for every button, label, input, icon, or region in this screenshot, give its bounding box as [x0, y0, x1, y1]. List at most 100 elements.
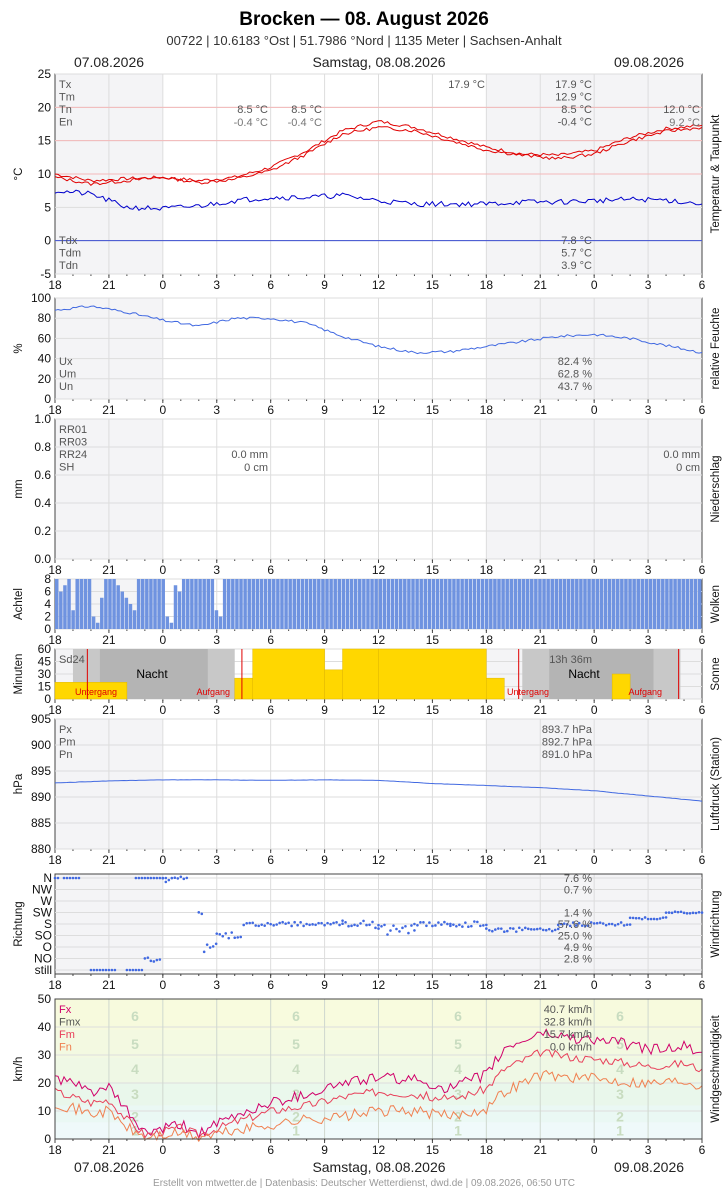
cloud-bar: [493, 579, 497, 629]
x-tick-label: 9: [321, 1143, 328, 1157]
cloud-bar: [345, 579, 350, 629]
panel-title: Niederschlag: [710, 455, 722, 522]
y-tick-label: 890: [31, 790, 51, 804]
cloud-bar: [100, 597, 104, 629]
cloud-bar: [284, 579, 288, 629]
cloud-bar: [530, 579, 534, 629]
y-axis-label: %: [13, 343, 25, 353]
cloud-bar: [190, 579, 194, 629]
x-tick-label: 21: [534, 403, 548, 417]
x-tick-label: 12: [372, 403, 386, 417]
direction-dot: [679, 910, 683, 914]
x-tick-label: 18: [480, 978, 494, 992]
stat-name: RR03: [59, 437, 87, 449]
direction-dot: [214, 942, 218, 946]
cloud-bar: [108, 579, 112, 629]
direction-dot: [697, 911, 701, 914]
direction-dot: [182, 877, 186, 881]
y-tick-label: 0: [44, 234, 51, 248]
stat-name: Px: [59, 724, 72, 736]
cloud-bar: [382, 579, 387, 629]
x-tick-label: 12: [372, 703, 386, 717]
x-tick-label: 0: [591, 853, 598, 867]
x-tick-label: 18: [480, 278, 494, 292]
stat-name: Fn: [59, 1042, 72, 1054]
cloud-bar: [276, 579, 280, 629]
direction-dot: [574, 924, 578, 927]
direction-dot: [137, 968, 141, 972]
stat-value: 0 cm: [244, 462, 268, 474]
direction-dot: [107, 968, 111, 972]
beaufort-label: 5: [131, 1036, 139, 1052]
cloud-bar: [112, 579, 116, 629]
wind-min-line: [54, 1069, 703, 1143]
direction-dot: [580, 924, 584, 927]
stat-name: Tn: [59, 104, 72, 116]
direction-dot: [556, 927, 560, 931]
sun-bar: [611, 673, 631, 700]
direction-dot: [622, 924, 626, 927]
cloud-bar: [87, 579, 92, 629]
panel-title: Windgeschwindigkeit: [710, 1015, 722, 1123]
y-tick-label: 30: [38, 667, 52, 681]
x-tick-label: 6: [267, 633, 274, 647]
direction-dot: [479, 924, 482, 928]
direction-dot: [362, 919, 365, 923]
cloud-bar: [300, 579, 305, 629]
direction-dot: [248, 921, 251, 925]
sun-bar: [486, 677, 505, 700]
x-tick-label: 0: [591, 978, 598, 992]
direction-dot: [464, 921, 467, 924]
x-tick-label: 21: [102, 703, 116, 717]
cloud-bar: [251, 579, 256, 629]
cloud-bar: [329, 579, 333, 629]
stat-value: 1.4 %: [564, 908, 592, 920]
cloud-bar: [656, 579, 661, 629]
beaufort-label: 5: [292, 1036, 300, 1052]
y-tick-label: 80: [38, 311, 52, 325]
cloud-bar: [444, 579, 448, 629]
direction-dot: [434, 924, 437, 927]
x-tick-label: 0: [591, 633, 598, 647]
panel-title: relative Feuchte: [710, 308, 722, 390]
x-tick-label: 21: [102, 978, 116, 992]
y-tick-label: still: [35, 963, 52, 977]
x-tick-label: 18: [48, 703, 62, 717]
direction-dot: [562, 922, 566, 925]
direction-dot: [538, 927, 542, 930]
stat-name: Tdn: [59, 260, 78, 272]
direction-dot: [208, 946, 212, 949]
cloud-bar: [222, 579, 227, 629]
beaufort-label: 1: [292, 1123, 300, 1139]
stat-name: Sd24: [59, 654, 85, 666]
cloud-bar: [673, 579, 677, 629]
x-tick-label: 12: [372, 633, 386, 647]
x-tick-label: 0: [159, 853, 166, 867]
x-tick-label: 6: [699, 563, 706, 577]
cloud-bar: [296, 579, 301, 629]
cloud-bar: [267, 579, 272, 629]
stat-value: -0.4 °C: [288, 117, 322, 129]
x-tick-label: 6: [699, 403, 706, 417]
direction-dot: [547, 927, 551, 931]
stat-name: Tdm: [59, 248, 81, 260]
panel-title: Luftdruck (Station): [710, 737, 722, 831]
direction-dot: [53, 876, 57, 880]
cloud-bar: [513, 579, 518, 629]
x-tick-label: 21: [534, 1143, 548, 1157]
direction-dot: [299, 920, 302, 924]
stat-value: 0.0 km/h: [550, 1042, 592, 1054]
direction-dot: [634, 916, 638, 920]
direction-dot: [335, 920, 338, 924]
cloud-bar: [104, 579, 108, 629]
night-core: [549, 649, 654, 699]
x-tick-label: 21: [534, 563, 548, 577]
direction-dot: [211, 945, 215, 948]
beaufort-label: 4: [131, 1061, 139, 1077]
cloud-bar: [665, 579, 669, 629]
y-tick-label: SO: [35, 929, 52, 943]
direction-dot: [389, 929, 392, 932]
direction-dot: [311, 923, 314, 926]
gust-line: [54, 1028, 703, 1140]
stat-name: Fm: [59, 1029, 75, 1041]
